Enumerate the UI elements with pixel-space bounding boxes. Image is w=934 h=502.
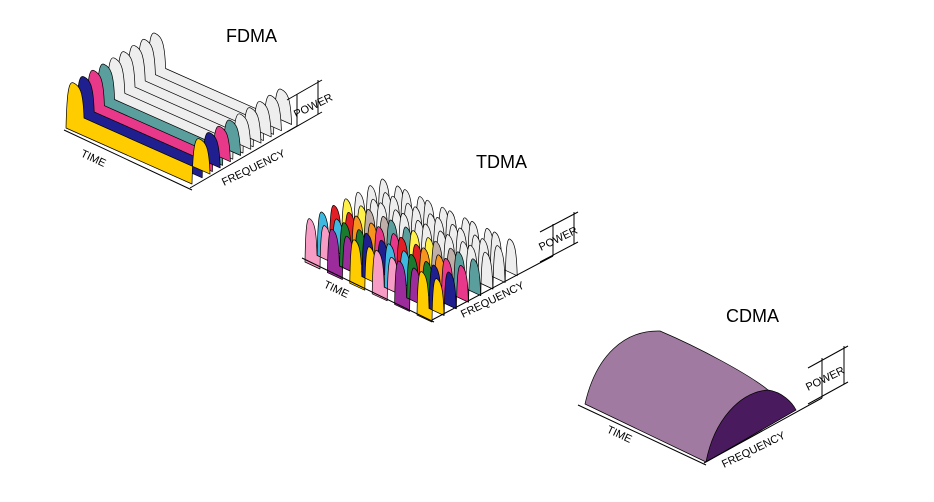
- cdma-axes: [577, 345, 849, 466]
- tdma-axes: [301, 211, 579, 323]
- fdma-diagram: FDMA TIME FREQUENCY POWER: [63, 26, 335, 191]
- cdma-power-tick-top: [807, 345, 849, 369]
- fdma-power-label: POWER: [292, 92, 335, 121]
- fdma-frequency-axis: [189, 125, 298, 189]
- cdma-time-axis: [577, 404, 707, 466]
- tdma-slot: [416, 271, 445, 323]
- tdma-slot: [394, 260, 422, 312]
- tdma-frequency-axis: [431, 255, 554, 321]
- fdma-time-label: TIME: [79, 148, 108, 170]
- fdma-channel: [75, 76, 221, 179]
- tdma-slot: [349, 239, 378, 291]
- fdma-power-tick-top: [286, 79, 323, 101]
- cdma-diagram: CDMA TIME FREQUENCY POWER: [577, 306, 849, 471]
- cdma-frequency-axis: [703, 397, 823, 464]
- cdma-power-label: POWER: [804, 365, 847, 394]
- tdma-power-tick-bottom: [539, 241, 579, 263]
- tdma-power-tick-top: [539, 211, 579, 233]
- tdma-slots: [304, 178, 518, 323]
- tdma-power-label: POWER: [537, 225, 580, 254]
- cdma-title: CDMA: [726, 306, 779, 326]
- tdma-diagram: TDMA TIME FREQUENCY POWER: [301, 152, 580, 323]
- tdma-slot: [327, 228, 355, 280]
- tdma-title: TDMA: [476, 152, 527, 172]
- fdma-power-tick-bottom: [286, 111, 323, 133]
- fdma-title: FDMA: [226, 26, 277, 46]
- fdma-channels: [65, 32, 292, 185]
- tdma-slot: [371, 250, 400, 302]
- fdma-axes: [63, 79, 323, 191]
- tdma-time-axis: [301, 257, 435, 323]
- fdma-channel: [65, 82, 211, 185]
- cdma-signal-end: [705, 389, 797, 463]
- cdma-power-tick-bottom: [807, 381, 849, 405]
- cdma-time-label: TIME: [605, 424, 634, 446]
- tdma-time-label: TIME: [322, 279, 351, 301]
- fdma-time-axis: [63, 129, 193, 191]
- tdma-slot: [304, 218, 333, 270]
